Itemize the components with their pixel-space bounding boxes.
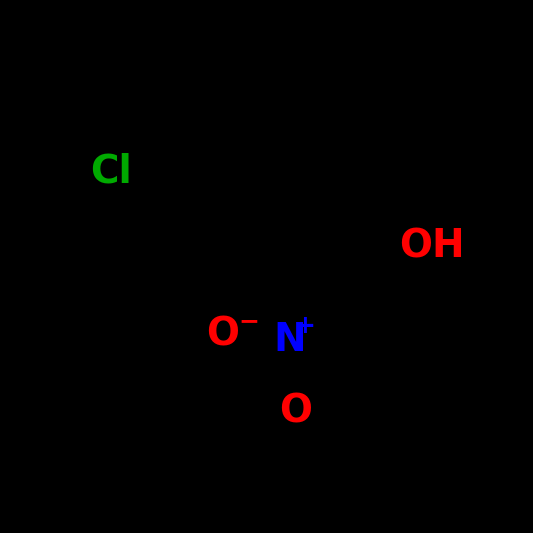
Text: O: O xyxy=(279,392,312,430)
Text: OH: OH xyxy=(399,228,465,265)
Text: Cl: Cl xyxy=(90,152,132,191)
Text: +: + xyxy=(295,314,316,338)
Text: N: N xyxy=(274,321,306,359)
Text: −: − xyxy=(238,309,259,333)
Text: O: O xyxy=(206,316,239,353)
